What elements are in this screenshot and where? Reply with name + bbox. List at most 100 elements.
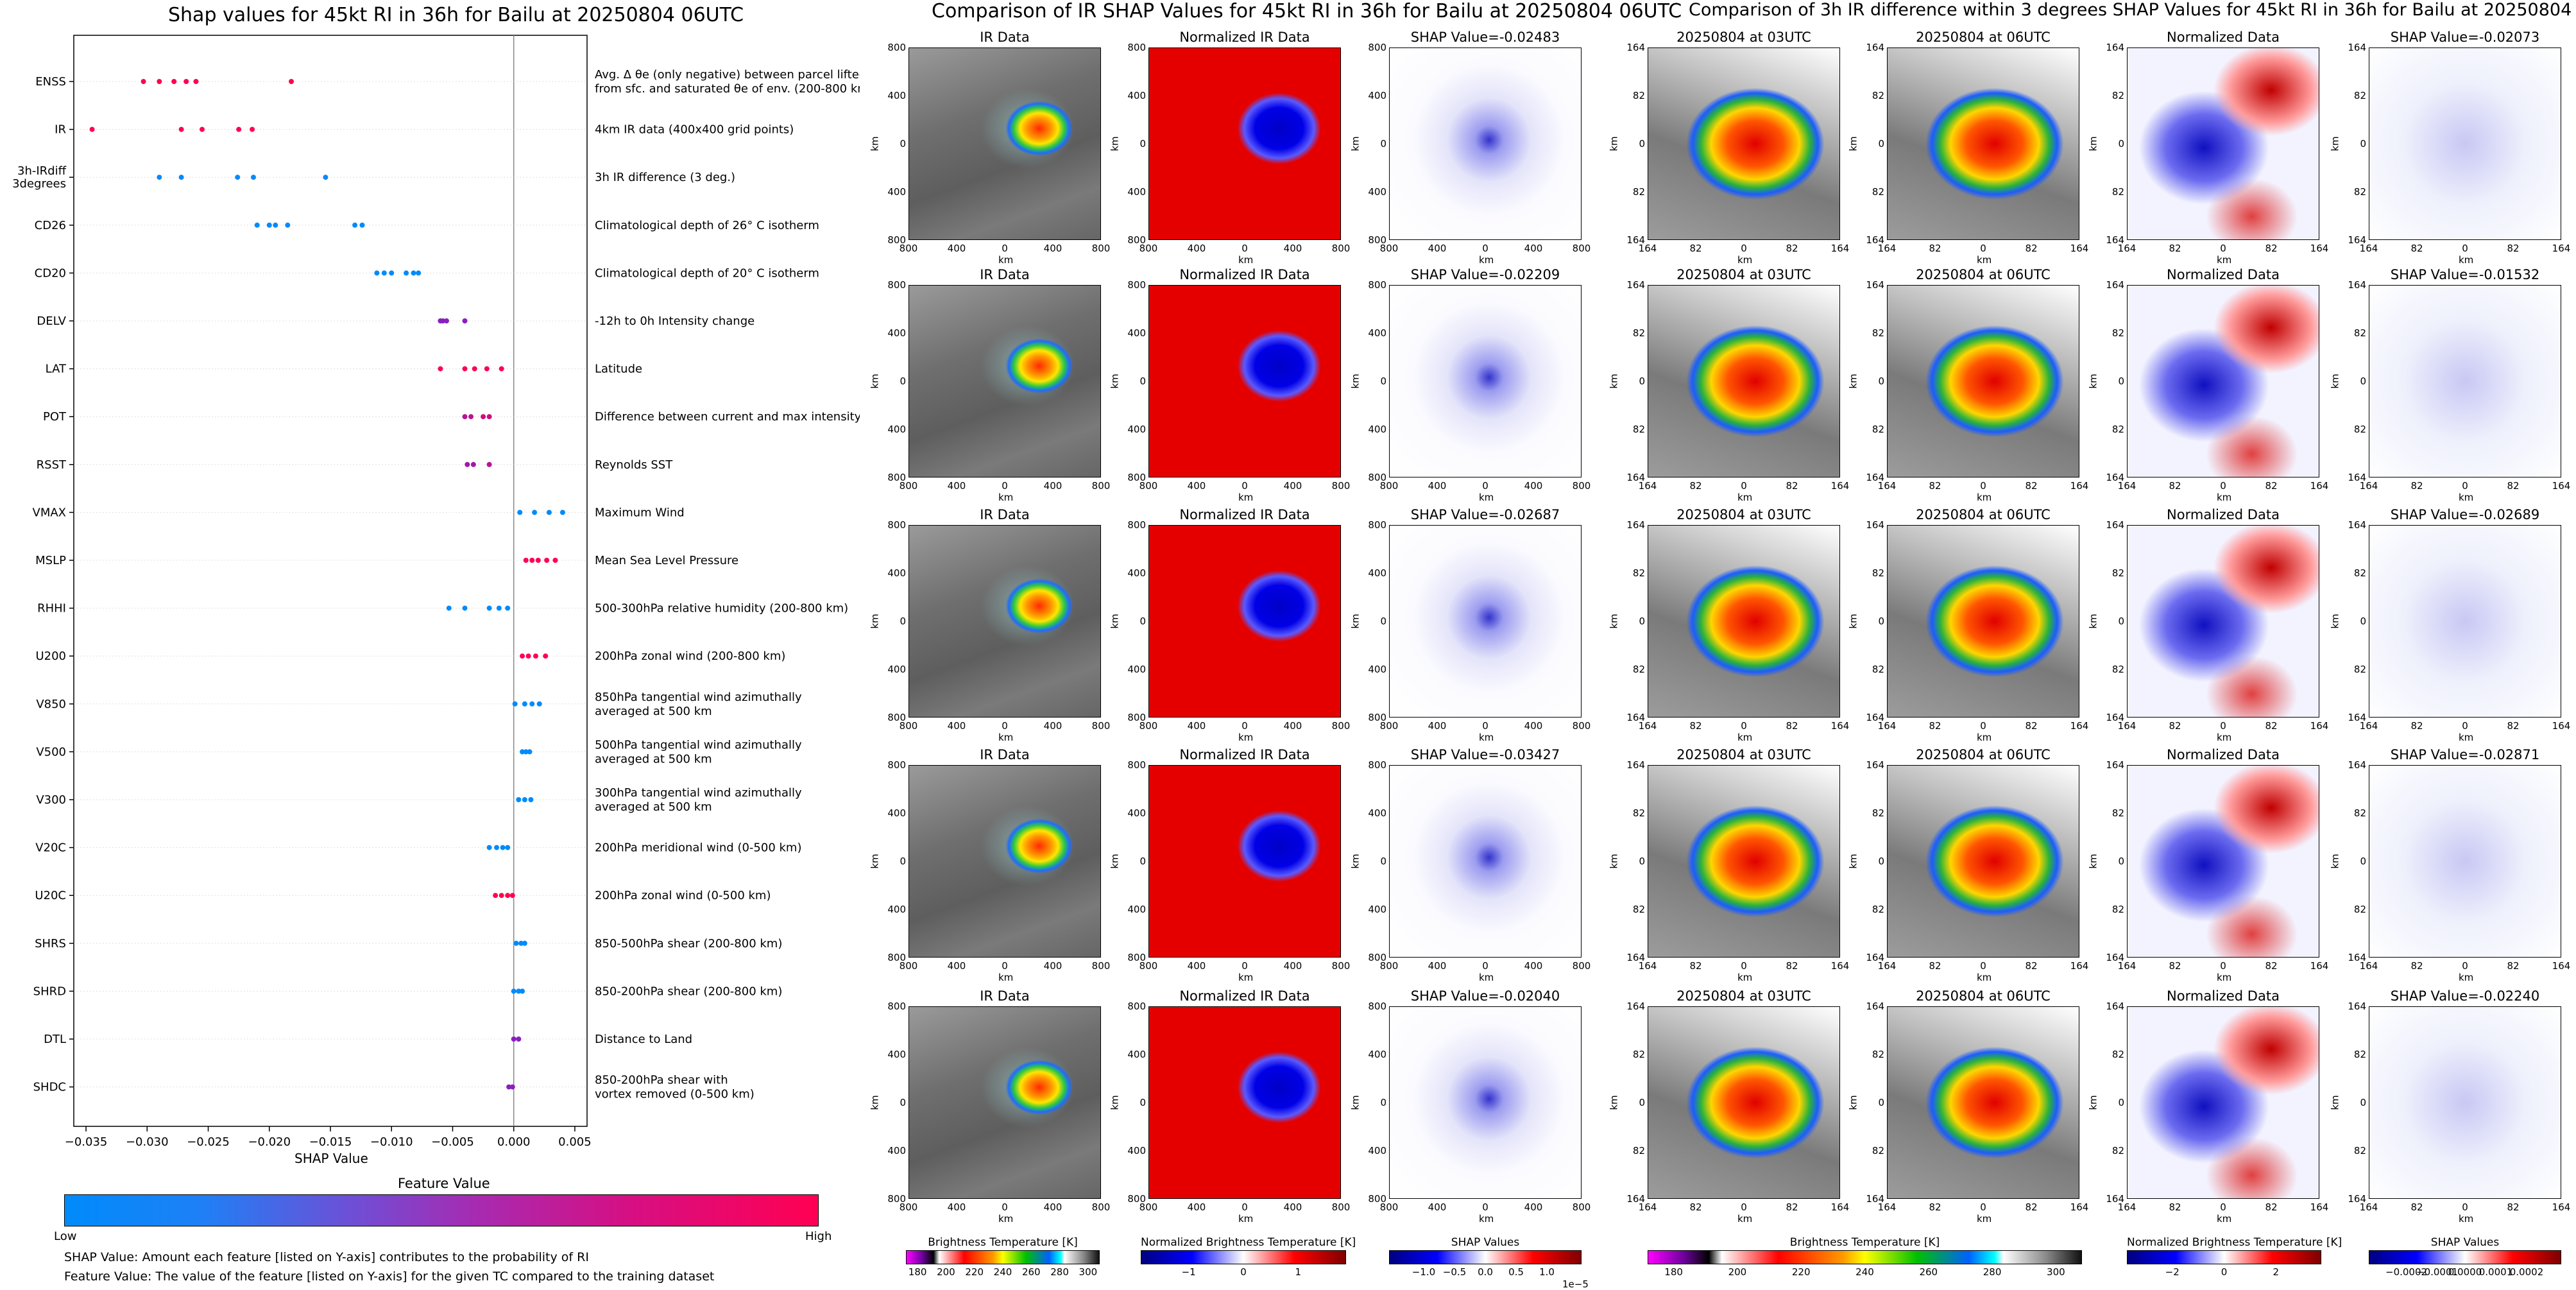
x-axis-label: km bbox=[998, 254, 1014, 266]
panel-title: SHAP Value=-0.01532 bbox=[2390, 267, 2540, 282]
x-tick-label: 164 bbox=[2310, 480, 2329, 492]
colorbar-tick: 220 bbox=[1791, 1266, 1811, 1278]
x-tick-label: 400 bbox=[1524, 1201, 1543, 1213]
y-tick-label: 400 bbox=[887, 1145, 906, 1157]
colorbar-label: Brightness Temperature [K] bbox=[928, 1236, 1078, 1249]
normalized-ir-panel bbox=[1148, 765, 1341, 958]
x-axis-label: km bbox=[2217, 254, 2232, 266]
x-tick-label: 0 bbox=[2220, 1201, 2226, 1213]
colorbar-tick: 240 bbox=[1855, 1266, 1874, 1278]
y-axis-label: km bbox=[869, 614, 881, 629]
x-tick-label: 82 bbox=[1929, 480, 1941, 492]
x-tick-label: 800 bbox=[1331, 720, 1351, 732]
colorbar-tick: −0.0002 bbox=[2385, 1266, 2428, 1278]
y-tick-label: 0 bbox=[1878, 615, 1884, 627]
x-tick-label: 164 bbox=[2070, 480, 2089, 492]
panel-title: Normalized Data bbox=[2167, 747, 2280, 762]
x-tick-label: 0 bbox=[1241, 960, 1248, 972]
y-tick-label: 164 bbox=[2106, 519, 2124, 531]
shap-point bbox=[443, 318, 449, 323]
shap-point bbox=[484, 366, 490, 372]
x-tick-label: 400 bbox=[1428, 1201, 1447, 1213]
colorbar-high-label: High bbox=[805, 1230, 832, 1243]
feature-description: 850-500hPa shear (200-800 km) bbox=[595, 937, 782, 950]
y-tick-label: 164 bbox=[1626, 759, 1645, 771]
y-tick-label: 82 bbox=[2353, 90, 2366, 101]
y-tick-label: 164 bbox=[1866, 42, 1884, 53]
x-tick-label: −0.020 bbox=[248, 1135, 291, 1149]
colorbar-label: Normalized Brightness Temperature [K] bbox=[1141, 1236, 1356, 1249]
y-tick-label: 82 bbox=[2353, 424, 2366, 435]
y-tick-label: 164 bbox=[2106, 952, 2124, 963]
x-tick-label: 0 bbox=[1980, 1201, 1986, 1213]
y-tick-label: 400 bbox=[1127, 664, 1146, 675]
x-axis-label: km bbox=[1479, 254, 1494, 266]
x-axis-label: km bbox=[1977, 492, 1992, 503]
colorbar-tick: 260 bbox=[1021, 1266, 1041, 1278]
x-tick-label: 0 bbox=[2220, 960, 2226, 972]
feature-description: 4km IR data (400x400 grid points) bbox=[595, 123, 794, 137]
y-axis-label: km bbox=[2329, 614, 2341, 629]
y-tick-label: 164 bbox=[1866, 1001, 1884, 1012]
ir-06utc-panel bbox=[1887, 47, 2079, 240]
y-tick-label: 400 bbox=[1127, 1145, 1146, 1157]
x-axis-label: km bbox=[1479, 492, 1494, 503]
colorbar-title: Feature Value bbox=[398, 1176, 490, 1191]
y-tick-label: 400 bbox=[1127, 90, 1146, 101]
y-tick-label: 800 bbox=[1127, 472, 1146, 483]
panel-title: Normalized IR Data bbox=[1179, 507, 1310, 522]
panel-title: 20250804 at 03UTC bbox=[1676, 988, 1811, 1004]
ir-shap-panel bbox=[1389, 47, 1582, 240]
x-axis-label: km bbox=[2217, 492, 2232, 503]
x-tick-label: 82 bbox=[1929, 1201, 1941, 1213]
x-axis-label: km bbox=[1479, 972, 1494, 983]
y-tick-label: 0 bbox=[2360, 138, 2366, 150]
shap-point bbox=[89, 126, 95, 132]
colorbar-tick: −0.0001 bbox=[2416, 1266, 2459, 1278]
x-tick-label: 82 bbox=[2025, 243, 2038, 254]
x-tick-label: 0 bbox=[1002, 480, 1008, 492]
y-tick-label: 400 bbox=[1127, 424, 1146, 435]
x-axis-label: km bbox=[1737, 254, 1753, 266]
x-tick-label: 800 bbox=[1379, 243, 1399, 254]
shap-point bbox=[416, 270, 422, 276]
x-tick-label: 82 bbox=[1929, 243, 1941, 254]
y-tick-label: 800 bbox=[887, 42, 906, 53]
y-tick-label: 400 bbox=[887, 567, 906, 579]
x-tick-label: 800 bbox=[1091, 1201, 1111, 1213]
shap-point bbox=[486, 461, 492, 467]
shap-point bbox=[523, 558, 529, 563]
x-tick-label: 164 bbox=[1830, 720, 1850, 732]
y-tick-label: 82 bbox=[1632, 90, 1645, 101]
y-axis-label: km bbox=[1608, 374, 1620, 389]
shap-point bbox=[157, 79, 162, 84]
y-tick-label: 82 bbox=[2111, 186, 2124, 198]
x-tick-label: 164 bbox=[1877, 960, 1897, 972]
colorbar-tick: 0 bbox=[2221, 1266, 2228, 1278]
panel-title: Normalized IR Data bbox=[1179, 988, 1310, 1004]
y-tick-label: 400 bbox=[887, 904, 906, 915]
x-tick-label: 164 bbox=[2552, 243, 2571, 254]
y-tick-label: 0 bbox=[1139, 1097, 1146, 1108]
shap-point bbox=[157, 175, 162, 180]
shap-point bbox=[535, 558, 541, 563]
panel-title: SHAP Value=-0.03427 bbox=[1410, 747, 1560, 762]
x-tick-label: 164 bbox=[2117, 480, 2137, 492]
y-tick-label: 800 bbox=[1127, 234, 1146, 246]
shap-point bbox=[481, 414, 486, 420]
colorbar bbox=[1141, 1250, 1346, 1264]
shap-point bbox=[438, 366, 443, 372]
y-tick-label: 82 bbox=[1632, 807, 1645, 819]
y-tick-label: 400 bbox=[1368, 567, 1386, 579]
y-tick-label: 82 bbox=[1872, 327, 1884, 339]
shap-point bbox=[523, 749, 529, 755]
panel-title: Normalized Data bbox=[2167, 30, 2280, 45]
x-tick-label: 164 bbox=[2117, 720, 2137, 732]
feature-description: 500-300hPa relative humidity (200-800 km… bbox=[595, 602, 848, 615]
normalized-ir-panel bbox=[1148, 285, 1341, 477]
y-tick-label: 400 bbox=[1127, 327, 1146, 339]
y-axis-label: km bbox=[869, 854, 881, 869]
y-tick-label: 400 bbox=[887, 327, 906, 339]
feature-description: 500hPa tangential wind azimuthally bbox=[595, 738, 802, 752]
shap-point bbox=[525, 653, 531, 659]
